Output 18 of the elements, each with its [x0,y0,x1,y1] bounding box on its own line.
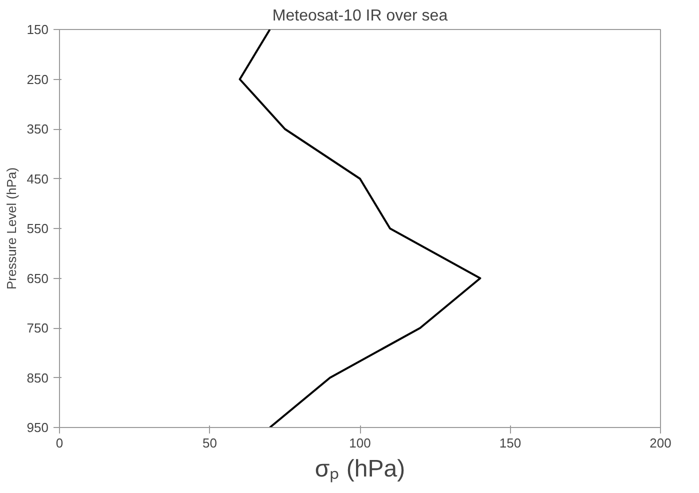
x-axis-title: σₚ (hPa) [314,456,406,482]
y-tick-label: 150 [26,22,49,37]
chart-title: Meteosat-10 IR over sea [272,8,448,24]
x-tick-label: 50 [202,436,217,450]
y-tick-label: 650 [26,270,49,286]
y-tick-label: 550 [26,221,49,236]
y-tick-label: 850 [26,370,49,386]
y-axis-title: Pressure Level (hPa) [4,167,19,290]
x-tick-label: 150 [499,436,522,450]
y-tick-label: 450 [26,171,49,186]
y-tick-label: 350 [26,122,49,136]
x-tick-label: 200 [650,436,672,450]
y-tick-label: 950 [26,420,49,435]
y-tick-label: 250 [26,72,49,87]
x-tick-label: 100 [349,436,371,450]
y-tick-label: 750 [26,320,49,336]
line-series [238,30,482,428]
x-tick-label: 0 [56,436,64,450]
